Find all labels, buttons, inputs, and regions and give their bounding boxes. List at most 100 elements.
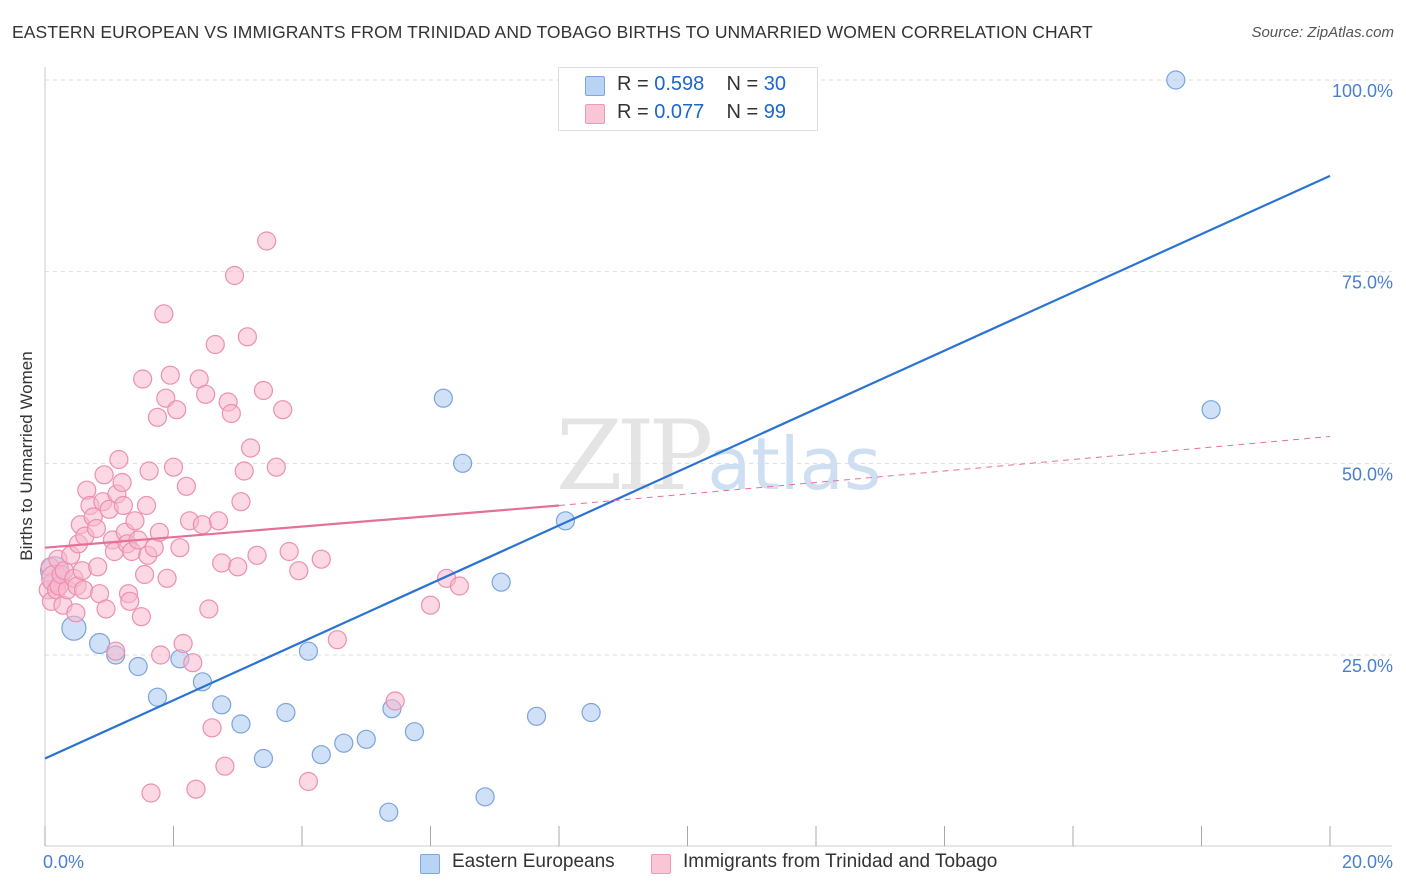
trinidad-tobago-point	[289, 561, 309, 581]
trinidad-tobago-point	[311, 549, 331, 569]
legend-text: R = 0.077 N = 99	[617, 101, 786, 124]
trinidad-tobago-point	[385, 691, 405, 711]
eastern-european-point	[581, 702, 601, 723]
trinidad-tobago-point	[136, 495, 157, 516]
eastern-european-point	[1166, 70, 1186, 90]
watermark: ZIPatlas	[556, 400, 881, 512]
eastern-european-point	[276, 702, 296, 723]
trinidad-tobago-point	[212, 553, 232, 573]
watermark-zip: ZIP	[556, 400, 713, 512]
eastern-european-point	[212, 695, 232, 715]
trinidad-tobago-point	[163, 457, 184, 477]
trinidad-tobago-point	[139, 461, 159, 481]
n-label: N =	[726, 101, 759, 123]
trinidad-tobago-point	[234, 461, 254, 481]
trinidad-tobago-point	[73, 580, 94, 600]
eastern-european-point	[253, 748, 274, 769]
trinidad-tobago-point	[94, 465, 114, 485]
trinidad-tobago-point	[106, 641, 126, 661]
trinidad-tobago-point	[327, 630, 347, 650]
trinidad-tobago-point	[420, 595, 441, 615]
trinidad-tobago-point	[96, 599, 116, 619]
trinidad-tobago-point	[183, 653, 203, 673]
eastern-european-point	[334, 733, 354, 753]
y-tick-label: 50.0%	[1342, 464, 1393, 484]
eastern-european-point	[89, 632, 111, 655]
eastern-european-point	[491, 572, 511, 592]
trinidad-tobago-point	[221, 403, 241, 424]
trinidad-tobago-point	[253, 380, 274, 401]
eastern-european-point	[298, 641, 319, 661]
legend-swatch-blue	[420, 854, 440, 874]
y-tick-label: 25.0%	[1342, 656, 1393, 676]
eastern-european-point	[192, 672, 213, 692]
r-value: 0.598	[654, 73, 705, 95]
trinidad-tobago-point	[141, 783, 161, 803]
n-value: 30	[763, 73, 787, 95]
trinidad-tobago-point	[196, 384, 216, 404]
y-axis-label: Births to Unmarried Women	[17, 351, 36, 561]
trinidad-tobago-point	[266, 457, 286, 477]
trinidad-tobago-point	[192, 515, 213, 535]
trinidad-tobago-point	[113, 495, 133, 516]
eastern-european-point	[526, 706, 547, 726]
legend-swatch-pink	[585, 104, 605, 124]
eastern-european-point	[379, 802, 399, 822]
legend-text: R = 0.598 N = 30	[617, 73, 786, 96]
trinidad-tobago-trend-line	[44, 504, 560, 549]
n-label: N =	[726, 73, 759, 95]
trinidad-tobago-point	[133, 369, 153, 389]
trinidad-tobago-point	[131, 607, 151, 627]
trinidad-tobago-point	[228, 557, 248, 577]
trinidad-tobago-point	[154, 304, 174, 324]
watermark-atlas: atlas	[707, 422, 882, 506]
trinidad-tobago-point	[273, 400, 293, 420]
trinidad-tobago-point	[147, 407, 168, 427]
x-tick-label-min: 0.0%	[43, 852, 85, 872]
r-label: R =	[617, 101, 649, 123]
trinidad-tobago-point	[160, 365, 180, 385]
trinidad-tobago-point	[298, 771, 319, 792]
trinidad-tobago-point	[157, 568, 177, 588]
trinidad-tobago-point	[176, 476, 196, 496]
trinidad-tobago-point	[134, 564, 155, 585]
legend-series-label: Immigrants from Trinidad and Tobago	[683, 851, 998, 872]
trinidad-tobago-point	[449, 576, 470, 596]
correlation-legend: R = 0.598 N = 30 R = 0.077 N = 99	[558, 67, 818, 131]
trinidad-tobago-point	[279, 541, 299, 562]
eastern-european-point	[128, 656, 148, 677]
source-label: Source: ZipAtlas.com	[1251, 24, 1394, 41]
trinidad-tobago-point	[224, 265, 245, 286]
eastern-european-point	[433, 388, 453, 408]
trinidad-tobago-point	[215, 756, 235, 776]
trinidad-tobago-point	[231, 492, 251, 512]
trinidad-tobago-point	[151, 645, 171, 665]
trinidad-tobago-point	[199, 599, 219, 619]
eastern-european-point	[231, 714, 251, 734]
trinidad-tobago-point	[241, 438, 261, 458]
trinidad-tobago-point	[167, 400, 187, 420]
trinidad-tobago-point	[186, 779, 206, 799]
eastern-european-point	[404, 722, 425, 742]
trinidad-tobago-point	[112, 472, 132, 493]
trinidad-tobago-point	[88, 557, 108, 577]
n-value: 99	[763, 101, 787, 123]
eastern-european-point	[475, 787, 495, 807]
trinidad-tobago-point	[237, 327, 257, 347]
eastern-european-point	[356, 729, 376, 749]
eastern-european-point	[453, 453, 473, 473]
legend-swatch-blue	[585, 76, 605, 96]
eastern-european-point	[147, 687, 168, 707]
trinidad-tobago-point	[170, 538, 190, 558]
trinidad-tobago-point	[125, 511, 145, 531]
legend-series-label: Eastern Europeans	[452, 851, 615, 872]
legend-swatch-pink	[651, 854, 671, 874]
trinidad-tobago-point	[173, 633, 193, 654]
x-tick-label-max: 20.0%	[1341, 852, 1393, 872]
trinidad-tobago-point	[109, 449, 129, 470]
chart-title: EASTERN EUROPEAN VS IMMIGRANTS FROM TRIN…	[12, 22, 1093, 42]
trinidad-tobago-point	[208, 511, 229, 531]
trinidad-tobago-point	[120, 591, 140, 611]
r-label: R =	[617, 73, 649, 95]
